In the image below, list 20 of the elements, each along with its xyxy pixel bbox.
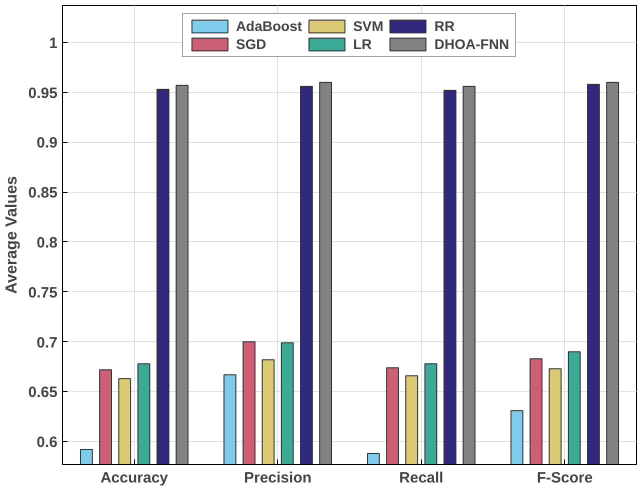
legend-label: RR: [434, 18, 455, 34]
y-tick-label: 0.7: [36, 334, 58, 352]
y-tick-label: 0.75: [28, 284, 58, 302]
y-tick-label: 0.9: [36, 134, 58, 152]
y-tick-label: 0.8: [36, 234, 58, 252]
y-axis-title: Average Values: [3, 176, 20, 294]
x-tick-label: F-Score: [536, 470, 593, 486]
x-tick-label: Accuracy: [100, 470, 169, 486]
legend-label: LR: [353, 36, 373, 52]
y-tick-label: 1: [49, 34, 58, 52]
legend-label: DHOA-FNN: [434, 36, 510, 52]
legend-label: AdaBoost: [236, 18, 302, 34]
legend-label: SGD: [236, 36, 266, 52]
legend-label: SVM: [353, 18, 384, 34]
x-tick-label: Recall: [399, 470, 444, 486]
x-tick-label: Precision: [244, 470, 312, 486]
y-tick-label: 0.85: [28, 184, 58, 202]
y-tick-label: 0.95: [28, 84, 58, 102]
y-tick-label: 0.65: [28, 384, 58, 402]
y-tick-label: 0.6: [36, 434, 58, 452]
